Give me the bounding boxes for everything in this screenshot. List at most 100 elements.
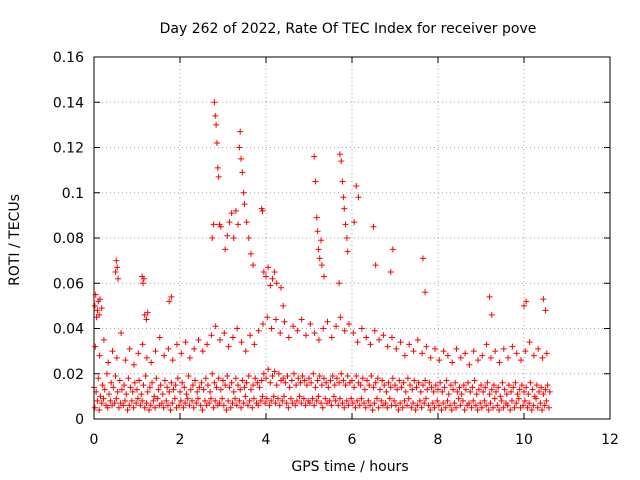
data-point	[97, 393, 104, 400]
data-point	[268, 325, 275, 332]
x-axis-label: GPS time / hours	[291, 459, 408, 475]
data-point	[448, 406, 455, 413]
data-point	[355, 194, 362, 201]
data-point	[509, 343, 516, 350]
data-point	[540, 296, 547, 303]
data-point	[351, 219, 358, 226]
data-point	[449, 359, 456, 366]
data-point	[335, 402, 342, 409]
data-point	[410, 400, 417, 407]
data-point	[503, 391, 510, 398]
data-point	[213, 384, 220, 391]
data-point	[497, 393, 504, 400]
data-point	[375, 404, 382, 411]
data-point	[443, 377, 450, 384]
data-point	[213, 139, 220, 146]
data-point	[184, 395, 191, 402]
data-point	[255, 402, 262, 409]
data-point	[378, 397, 385, 404]
data-point	[540, 391, 547, 398]
data-point	[454, 388, 461, 395]
data-point	[470, 348, 477, 355]
data-point	[479, 352, 486, 359]
data-point	[236, 144, 243, 151]
data-point	[484, 379, 491, 386]
data-point	[330, 393, 337, 400]
data-point	[536, 388, 543, 395]
data-point	[250, 262, 257, 269]
data-point	[137, 402, 144, 409]
data-point	[268, 397, 275, 404]
data-point	[386, 395, 393, 402]
data-point	[122, 357, 129, 364]
data-point	[336, 379, 343, 386]
data-point	[394, 386, 401, 393]
data-point	[120, 402, 127, 409]
data-point	[365, 397, 372, 404]
data-point	[146, 406, 153, 413]
data-point	[526, 400, 533, 407]
data-point	[222, 382, 229, 389]
data-point	[348, 395, 355, 402]
data-point	[518, 382, 525, 389]
data-point	[325, 384, 332, 391]
data-point	[526, 339, 533, 346]
data-point	[434, 397, 441, 404]
data-point	[98, 305, 105, 312]
data-point	[374, 375, 381, 382]
data-point	[539, 354, 546, 361]
data-point	[372, 262, 379, 269]
data-point	[528, 406, 535, 413]
data-point	[125, 375, 132, 382]
data-point	[349, 400, 356, 407]
data-point	[481, 397, 488, 404]
data-point	[389, 375, 396, 382]
data-point	[465, 400, 472, 407]
data-point	[521, 397, 528, 404]
data-point	[212, 397, 219, 404]
data-point	[110, 384, 117, 391]
data-point	[237, 386, 244, 393]
data-point	[362, 404, 369, 411]
data-point	[316, 255, 323, 262]
data-point	[223, 406, 230, 413]
data-point	[259, 207, 266, 214]
data-point	[275, 395, 282, 402]
data-point	[478, 404, 485, 411]
data-point	[501, 386, 508, 393]
data-point	[114, 264, 121, 271]
data-point	[200, 386, 207, 393]
data-point	[344, 248, 351, 255]
data-point	[154, 395, 161, 402]
data-point	[453, 404, 460, 411]
data-point	[195, 395, 202, 402]
data-point	[350, 330, 357, 337]
data-point	[331, 382, 338, 389]
data-point	[316, 373, 323, 380]
data-point	[238, 339, 245, 346]
data-point	[169, 400, 176, 407]
data-point	[338, 370, 345, 377]
data-point	[259, 320, 266, 327]
data-point	[144, 309, 151, 316]
data-point	[376, 336, 383, 343]
data-point	[349, 377, 355, 384]
data-point	[468, 404, 475, 411]
data-point	[333, 375, 340, 382]
y-tick-label: 0.08	[53, 231, 84, 247]
data-point	[212, 112, 219, 119]
data-point	[131, 379, 138, 386]
data-point	[153, 375, 160, 382]
data-point	[313, 397, 320, 404]
data-point	[337, 314, 344, 321]
data-point	[392, 382, 398, 389]
data-point	[431, 404, 438, 411]
data-point	[523, 384, 530, 391]
data-point	[442, 404, 449, 411]
data-point	[263, 375, 269, 382]
data-point	[533, 395, 540, 402]
data-point	[504, 402, 511, 409]
y-tick-label: 0.1	[62, 186, 84, 202]
data-point	[410, 348, 417, 355]
data-point	[192, 377, 199, 384]
